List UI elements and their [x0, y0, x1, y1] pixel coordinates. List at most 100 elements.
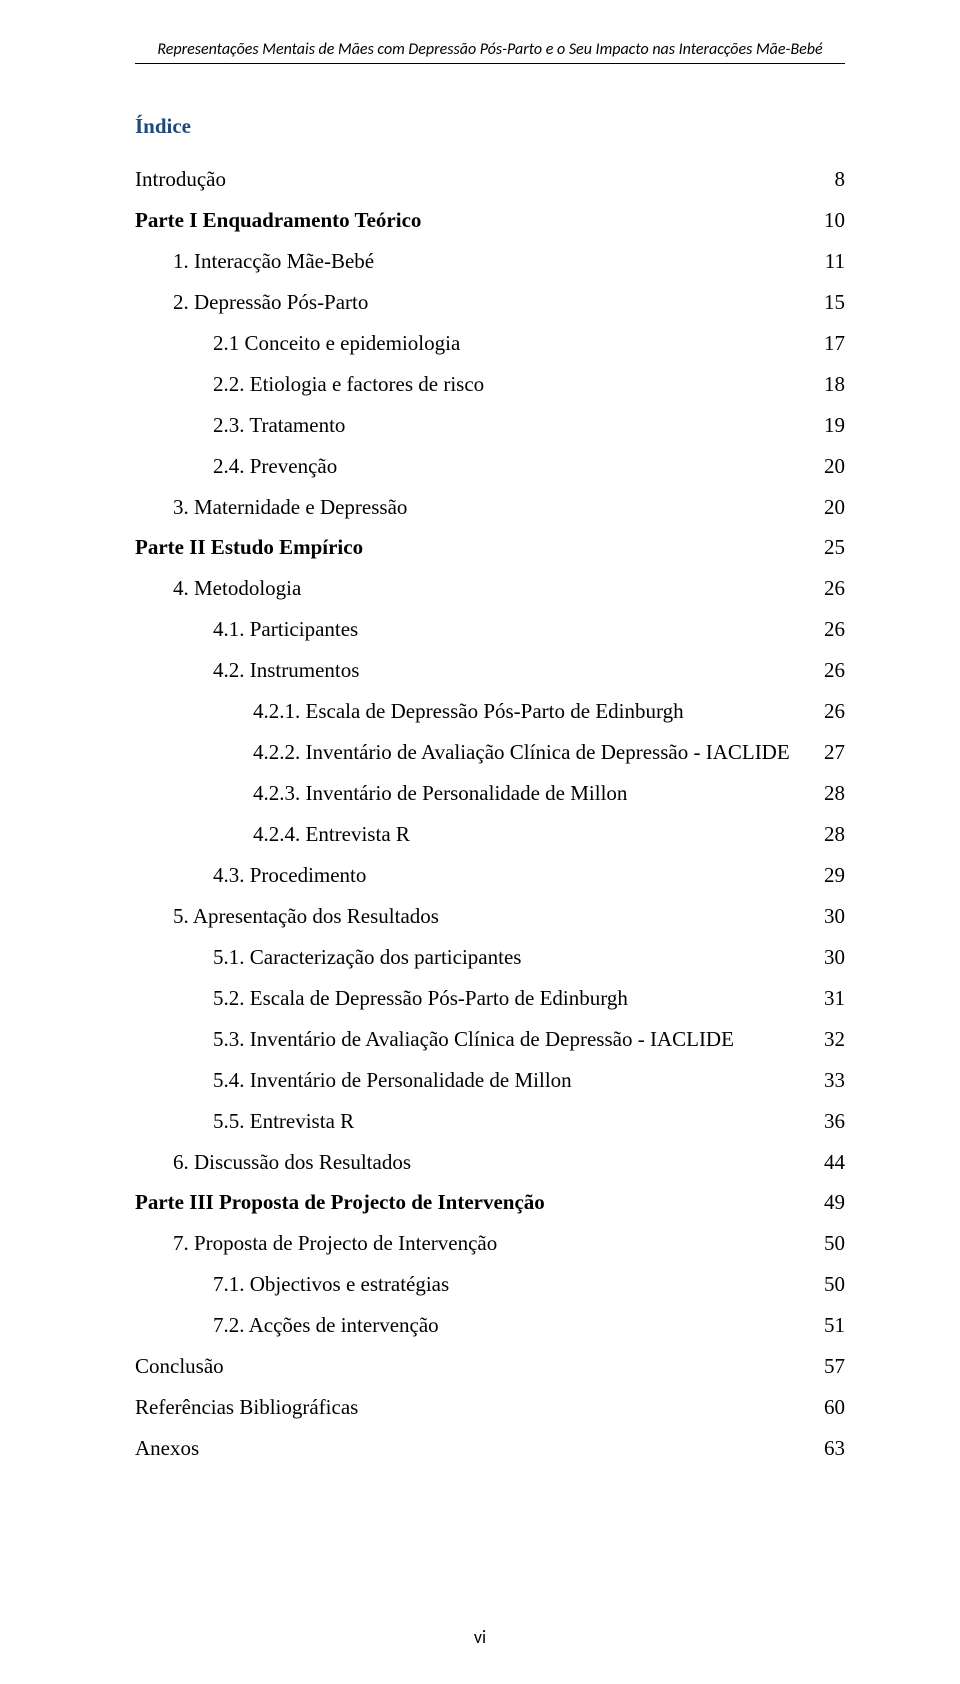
toc-row: 7.2. Acções de intervenção 51	[135, 1305, 845, 1346]
toc-entry-label: 4.2.3. Inventário de Personalidade de Mi…	[135, 773, 812, 814]
toc-entry-page: 28	[824, 773, 845, 814]
toc-entry-label: 2. Depressão Pós-Parto	[135, 282, 812, 323]
toc-entry-page: 20	[824, 487, 845, 528]
toc-row: 5.4. Inventário de Personalidade de Mill…	[135, 1060, 845, 1101]
toc-entry-page: 26	[824, 650, 845, 691]
toc-entry-label: 5.1. Caracterização dos participantes	[135, 937, 812, 978]
toc-entry-page: 49	[824, 1182, 845, 1223]
toc-row: Introdução 8	[135, 159, 845, 200]
toc-row: 5.5. Entrevista R 36	[135, 1101, 845, 1142]
toc-entry-label: 4.2.4. Entrevista R	[135, 814, 812, 855]
toc-row: 5.3. Inventário de Avaliação Clínica de …	[135, 1019, 845, 1060]
toc-entry-page: 17	[824, 323, 845, 364]
toc-entry-page: 36	[824, 1101, 845, 1142]
toc-row: 2. Depressão Pós-Parto 15	[135, 282, 845, 323]
toc-entry-page: 30	[824, 896, 845, 937]
toc-entry-label: 4.2.1. Escala de Depressão Pós-Parto de …	[135, 691, 812, 732]
toc-entry-label: Parte III Proposta de Projecto de Interv…	[135, 1182, 812, 1223]
toc-entry-page: 26	[824, 691, 845, 732]
toc-entry-page: 31	[824, 978, 845, 1019]
header-divider	[135, 63, 845, 64]
toc-entry-page: 10	[824, 200, 845, 241]
toc-entry-page: 25	[824, 527, 845, 568]
toc-entry-page: 33	[824, 1060, 845, 1101]
document-page: Representações Mentais de Mães com Depre…	[0, 0, 960, 1684]
toc-entry-page: 26	[824, 568, 845, 609]
toc-entry-label: 7.1. Objectivos e estratégias	[135, 1264, 812, 1305]
toc-entry-label: 7. Proposta de Projecto de Intervenção	[135, 1223, 812, 1264]
toc-entry-page: 15	[824, 282, 845, 323]
toc-row: Anexos 63	[135, 1428, 845, 1469]
toc-row: 4.2.4. Entrevista R 28	[135, 814, 845, 855]
toc-entry-page: 57	[824, 1346, 845, 1387]
toc-row: 5. Apresentação dos Resultados 30	[135, 896, 845, 937]
toc-entry-page: 26	[824, 609, 845, 650]
toc-entry-page: 63	[824, 1428, 845, 1469]
toc-row: 2.4. Prevenção 20	[135, 446, 845, 487]
toc-entry-page: 20	[824, 446, 845, 487]
toc-entry-label: 7.2. Acções de intervenção	[135, 1305, 812, 1346]
toc-entry-label: Parte II Estudo Empírico	[135, 527, 812, 568]
toc-row: 4.2.2. Inventário de Avaliação Clínica d…	[135, 732, 845, 773]
toc-entry-page: 50	[824, 1264, 845, 1305]
toc-entry-label: 1. Interacção Mãe-Bebé	[135, 241, 813, 282]
toc-row: 2.3. Tratamento 19	[135, 405, 845, 446]
toc-entry-page: 29	[824, 855, 845, 896]
toc-row: 4.3. Procedimento 29	[135, 855, 845, 896]
toc-entry-label: Introdução	[135, 159, 823, 200]
toc-row: 7. Proposta de Projecto de Intervenção 50	[135, 1223, 845, 1264]
toc-entry-label: 4. Metodologia	[135, 568, 812, 609]
toc-entry-label: 5.4. Inventário de Personalidade de Mill…	[135, 1060, 812, 1101]
toc-row: 4.2.1. Escala de Depressão Pós-Parto de …	[135, 691, 845, 732]
toc-entry-page: 8	[835, 159, 846, 200]
toc-row: 6. Discussão dos Resultados 44	[135, 1142, 845, 1183]
toc-row: 1. Interacção Mãe-Bebé 11	[135, 241, 845, 282]
toc-entry-page: 44	[824, 1142, 845, 1183]
toc-entry-label: Referências Bibliográficas	[135, 1387, 812, 1428]
index-title: Índice	[135, 114, 845, 139]
toc-entry-page: 28	[824, 814, 845, 855]
toc-row: Referências Bibliográficas 60	[135, 1387, 845, 1428]
toc-entry-page: 27	[824, 732, 845, 773]
toc-row: 3. Maternidade e Depressão 20	[135, 487, 845, 528]
toc-entry-page: 51	[824, 1305, 845, 1346]
toc-entry-label: 4.1. Participantes	[135, 609, 812, 650]
toc-entry-label: 2.1 Conceito e epidemiologia	[135, 323, 812, 364]
toc-entry-label: 4.2. Instrumentos	[135, 650, 812, 691]
running-header: Representações Mentais de Mães com Depre…	[135, 40, 845, 63]
toc-entry-page: 32	[824, 1019, 845, 1060]
toc-entry-label: Conclusão	[135, 1346, 812, 1387]
toc-entry-label: 2.3. Tratamento	[135, 405, 812, 446]
page-number: vi	[0, 1626, 960, 1648]
toc-entry-label: 4.3. Procedimento	[135, 855, 812, 896]
toc-entry-label: 5.2. Escala de Depressão Pós-Parto de Ed…	[135, 978, 812, 1019]
toc-entry-label: Anexos	[135, 1428, 812, 1469]
toc-entry-label: 4.2.2. Inventário de Avaliação Clínica d…	[135, 732, 812, 773]
toc-row: 5.1. Caracterização dos participantes 30	[135, 937, 845, 978]
toc-row: Parte I Enquadramento Teórico 10	[135, 200, 845, 241]
toc-entry-label: Parte I Enquadramento Teórico	[135, 200, 812, 241]
table-of-contents: Introdução8Parte I Enquadramento Teórico…	[135, 159, 845, 1469]
toc-entry-label: 5.3. Inventário de Avaliação Clínica de …	[135, 1019, 812, 1060]
toc-row: 4. Metodologia 26	[135, 568, 845, 609]
toc-row: 5.2. Escala de Depressão Pós-Parto de Ed…	[135, 978, 845, 1019]
toc-entry-label: 2.4. Prevenção	[135, 446, 812, 487]
toc-entry-page: 60	[824, 1387, 845, 1428]
toc-row: 2.1 Conceito e epidemiologia 17	[135, 323, 845, 364]
toc-entry-label: 5. Apresentação dos Resultados	[135, 896, 812, 937]
toc-row: 7.1. Objectivos e estratégias 50	[135, 1264, 845, 1305]
toc-row: 4.2.3. Inventário de Personalidade de Mi…	[135, 773, 845, 814]
toc-entry-page: 30	[824, 937, 845, 978]
toc-entry-page: 18	[824, 364, 845, 405]
toc-row: 2.2. Etiologia e factores de risco18	[135, 364, 845, 405]
toc-entry-page: 19	[824, 405, 845, 446]
toc-entry-label: 3. Maternidade e Depressão	[135, 487, 812, 528]
toc-entry-page: 50	[824, 1223, 845, 1264]
toc-entry-label: 5.5. Entrevista R	[135, 1101, 812, 1142]
toc-row: 4.1. Participantes 26	[135, 609, 845, 650]
toc-entry-page: 11	[825, 241, 845, 282]
toc-row: Parte II Estudo Empírico 25	[135, 527, 845, 568]
toc-row: 4.2. Instrumentos 26	[135, 650, 845, 691]
toc-entry-label: 6. Discussão dos Resultados	[135, 1142, 812, 1183]
toc-row: Parte III Proposta de Projecto de Interv…	[135, 1182, 845, 1223]
